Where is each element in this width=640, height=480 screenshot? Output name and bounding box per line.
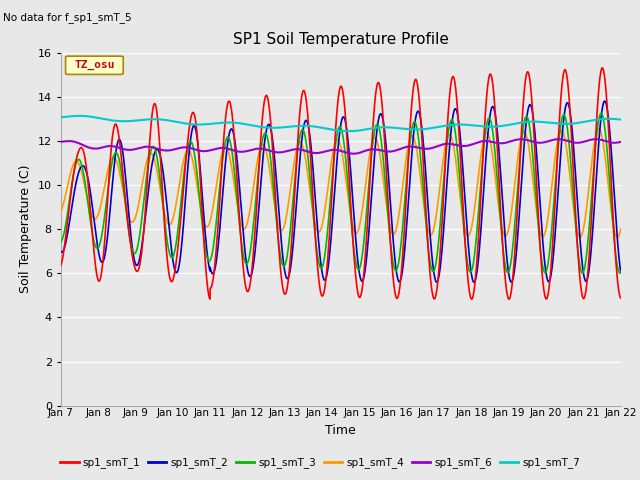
Title: SP1 Soil Temperature Profile: SP1 Soil Temperature Profile xyxy=(233,33,449,48)
Y-axis label: Soil Temperature (C): Soil Temperature (C) xyxy=(19,165,32,293)
FancyBboxPatch shape xyxy=(65,56,124,74)
Legend: sp1_smT_1, sp1_smT_2, sp1_smT_3, sp1_smT_4, sp1_smT_6, sp1_smT_7: sp1_smT_1, sp1_smT_2, sp1_smT_3, sp1_smT… xyxy=(56,453,584,472)
Text: TZ_osu: TZ_osu xyxy=(74,60,115,71)
X-axis label: Time: Time xyxy=(325,424,356,437)
Text: No data for f_sp1_smT_5: No data for f_sp1_smT_5 xyxy=(3,12,132,23)
